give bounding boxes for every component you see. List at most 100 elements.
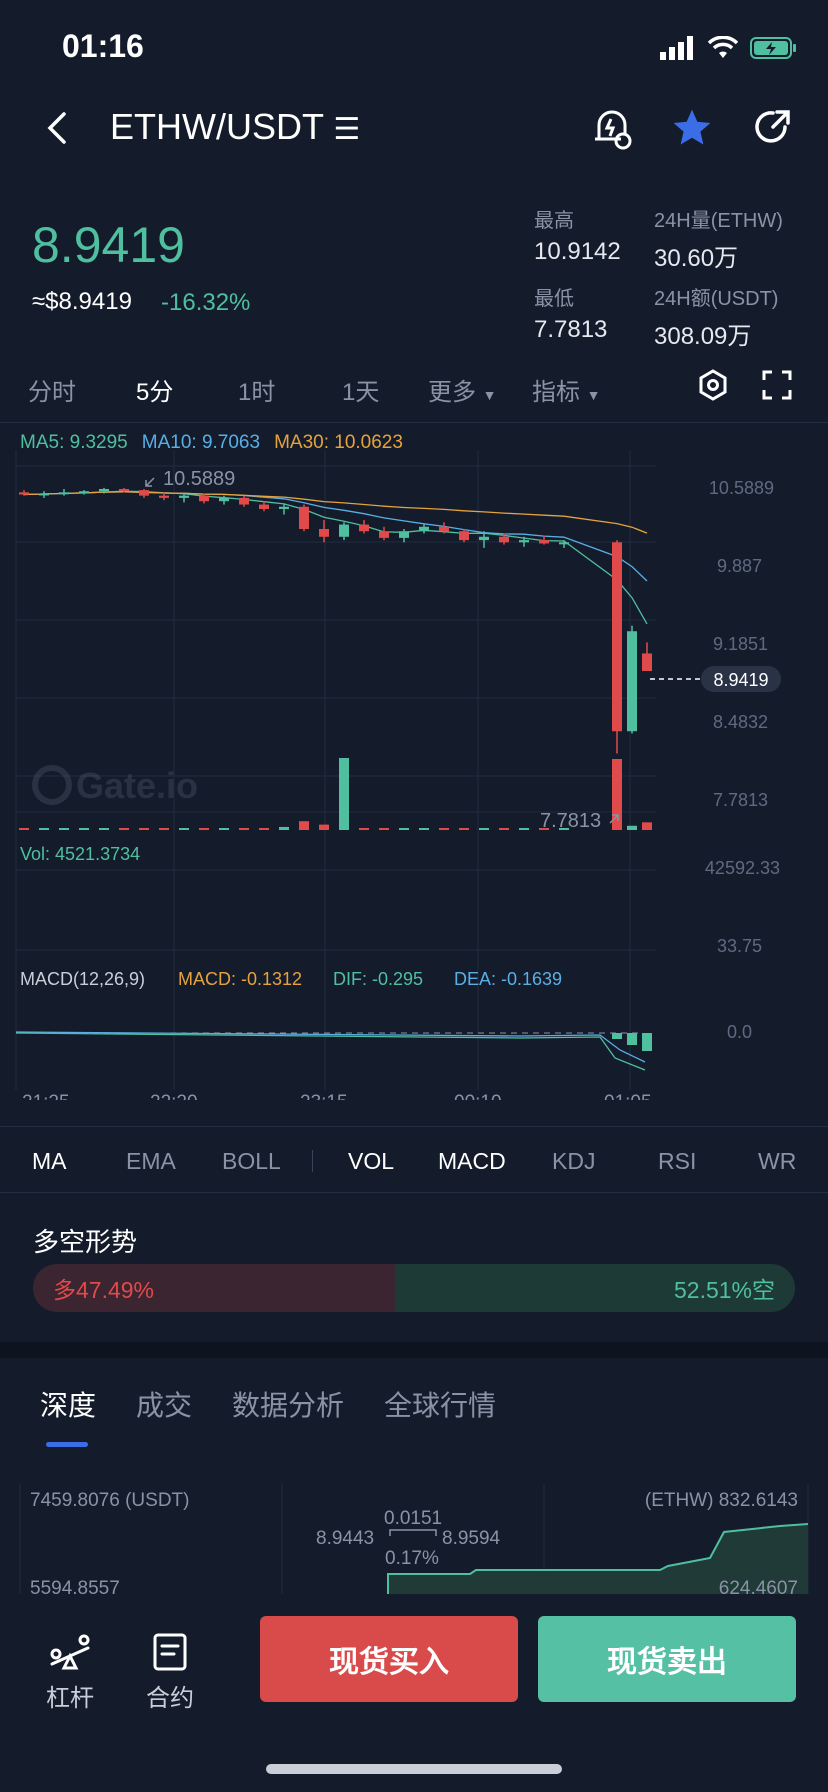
back-button[interactable]: [40, 108, 76, 148]
dif-line: [15, 1032, 646, 1071]
tab-global-market[interactable]: 全球行情: [384, 1390, 497, 1421]
share-icon: [755, 110, 790, 143]
low-label: 最低: [534, 288, 574, 310]
ma5-value: MA5: 9.3295: [20, 432, 128, 453]
spot-buy-button[interactable]: 现货买入: [260, 1616, 518, 1702]
leverage-button[interactable]: 杠杆: [30, 1632, 110, 1713]
caret-down-icon: ▼: [586, 387, 601, 403]
amount-24h-value: 308.09万: [654, 323, 752, 350]
pair-selector[interactable]: ETHW/USDT ☰: [110, 106, 360, 148]
indicator-ema[interactable]: EMA: [126, 1148, 176, 1174]
contract-button[interactable]: 合约: [130, 1632, 210, 1713]
depth-chart[interactable]: 7459.8076 (USDT) (ETHW) 832.6143 8.9443 …: [0, 1470, 828, 1594]
volume-bar: [479, 828, 489, 830]
change-percent: -16.32%: [161, 289, 251, 316]
candle-body: [359, 524, 369, 532]
volume-bar: [439, 828, 449, 830]
volume-bar: [319, 824, 329, 830]
volume-bar: [642, 822, 652, 830]
volume-axis-bottom: 33.75: [717, 936, 762, 956]
spot-sell-button[interactable]: 现货卖出: [538, 1616, 796, 1702]
volume-bar: [59, 828, 69, 830]
indicator-ma[interactable]: MA: [32, 1148, 67, 1174]
volume-bar: [119, 828, 129, 830]
low-marker: 7.7813: [540, 810, 619, 832]
tab-more[interactable]: 更多 ▼: [428, 372, 497, 407]
candle-body: [139, 490, 149, 496]
tab-indicators[interactable]: 指标 ▼: [532, 372, 601, 407]
volume-bar: [559, 828, 569, 830]
short-ratio: 52.51%空: [394, 1264, 795, 1312]
candle-body: [339, 524, 349, 537]
contract-document-icon: [153, 1633, 187, 1671]
current-price-tag-label: 8.9419: [713, 670, 768, 690]
indicator-rsi[interactable]: RSI: [658, 1148, 697, 1174]
ma10-value: MA10: 9.7063: [141, 432, 261, 453]
dea-line: [15, 1031, 646, 1063]
tab-5min[interactable]: 5分: [136, 379, 174, 406]
volume-bar: [499, 828, 509, 830]
signal-icon: [660, 36, 696, 65]
current-price-tag: [701, 666, 781, 692]
volume-legend: Vol: 4521.3734: [20, 844, 140, 864]
time-axis-label: 00:10: [454, 1092, 502, 1100]
depth-bid: 8.9443: [316, 1528, 374, 1549]
depth-spread: 0.0151: [384, 1508, 442, 1529]
long-ratio: 多47.49%: [33, 1264, 395, 1312]
volume-bar: [339, 758, 349, 830]
volume-24h-value: 30.60万: [654, 245, 739, 272]
chart-settings-button[interactable]: [696, 368, 730, 407]
tab-depth[interactable]: 深度: [40, 1390, 97, 1421]
volume-bar: [539, 828, 549, 830]
candle-body: [279, 506, 289, 509]
tab-1hour[interactable]: 1时: [238, 379, 276, 406]
indicator-vol[interactable]: VOL: [348, 1148, 395, 1174]
indicator-boll[interactable]: BOLL: [222, 1148, 281, 1174]
indicator-wr[interactable]: WR: [758, 1148, 797, 1174]
favorite-button[interactable]: [668, 104, 716, 152]
candle-body: [642, 653, 652, 672]
volume-bar: [199, 828, 209, 830]
menu-icon: ☰: [333, 113, 361, 146]
hexagon-settings-icon: [699, 369, 727, 401]
kline-chart[interactable]: Gate.io 10.5889 9.887 9.1851 8.4832 7.78…: [0, 450, 828, 1100]
ma30-line: [23, 491, 648, 534]
long-short-bar: 多47.49% 52.51%空: [33, 1264, 795, 1312]
low-marker-label: 7.7813: [540, 810, 601, 832]
candle-body: [627, 631, 637, 732]
candle-body: [19, 492, 29, 495]
star-icon: [673, 109, 711, 145]
status-time: 01:16: [62, 28, 144, 64]
volume-bar: [239, 828, 249, 830]
indicator-kdj[interactable]: KDJ: [552, 1148, 596, 1174]
section-separator: [0, 1342, 828, 1358]
fullscreen-button[interactable]: [760, 368, 794, 407]
price-axis-label: 7.7813: [713, 790, 768, 810]
depth-ask: 8.9594: [442, 1528, 501, 1549]
tab-trades[interactable]: 成交: [136, 1390, 193, 1421]
tab-timeshare[interactable]: 分时: [28, 379, 76, 406]
price-axis-label: 9.1851: [713, 634, 768, 654]
tab-indicators-label: 指标: [532, 379, 580, 406]
candle-body: [239, 497, 249, 505]
volume-bar: [459, 828, 469, 830]
gate-logo: Gate.io: [32, 765, 198, 806]
depth-left-top: 7459.8076 (USDT): [30, 1490, 189, 1511]
tab-1day[interactable]: 1天: [342, 379, 380, 406]
tab-data-analysis[interactable]: 数据分析: [232, 1390, 345, 1421]
candle-body: [399, 531, 409, 538]
price-axis-label: 10.5889: [709, 478, 774, 498]
indicator-macd[interactable]: MACD: [438, 1148, 506, 1174]
time-axis-label: 21:25: [22, 1092, 70, 1100]
home-indicator: [266, 1764, 562, 1774]
wifi-icon: [707, 35, 739, 65]
volume-bar: [159, 828, 169, 830]
candle-body: [559, 542, 569, 545]
divider: [0, 422, 828, 423]
candle-body: [39, 493, 49, 496]
indicator-tabs: MA EMA BOLL VOL MACD KDJ RSI WR: [0, 1130, 828, 1192]
share-button[interactable]: [748, 104, 796, 152]
battery-icon: [750, 36, 798, 65]
price-alert-button[interactable]: [588, 104, 636, 152]
candle-body: [319, 528, 329, 537]
